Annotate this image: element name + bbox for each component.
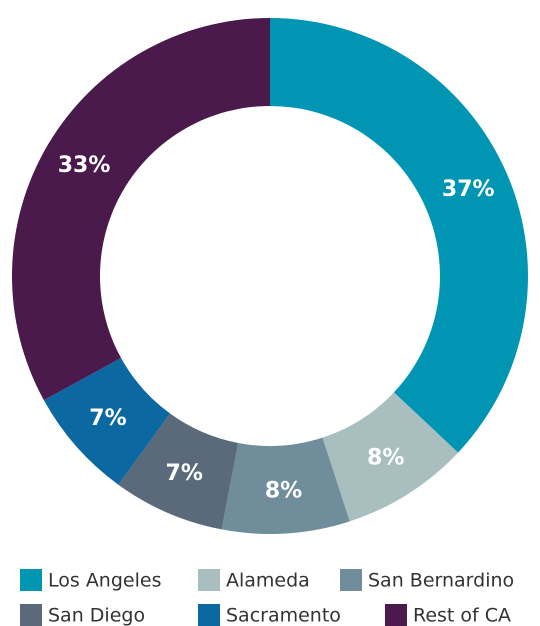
- donut-slice: [12, 18, 271, 401]
- legend-swatch: [385, 604, 407, 626]
- donut-slice: [221, 437, 350, 534]
- donut-slice: [43, 357, 171, 485]
- slice-label: 8%: [265, 479, 302, 504]
- donut-slice: [118, 413, 239, 530]
- legend-label: Los Angeles: [48, 570, 161, 592]
- legend-swatch: [198, 604, 220, 626]
- slice-label: 7%: [166, 461, 203, 486]
- legend-swatch: [20, 569, 42, 591]
- legend-label: Rest of CA: [413, 605, 511, 626]
- legend-label: Alameda: [226, 570, 310, 592]
- slice-label: 7%: [89, 406, 126, 431]
- legend-swatch: [340, 569, 362, 591]
- legend-label: San Bernardino: [368, 570, 514, 592]
- slice-label: 37%: [442, 177, 495, 202]
- slice-label: 8%: [367, 445, 404, 470]
- legend-label: Sacramento: [226, 605, 341, 626]
- legend-label: San Diego: [48, 605, 145, 626]
- donut-slice: [322, 392, 459, 522]
- legend-swatch: [198, 569, 220, 591]
- slice-label: 33%: [58, 153, 111, 178]
- legend-swatch: [20, 604, 42, 626]
- donut-slice: [270, 18, 528, 453]
